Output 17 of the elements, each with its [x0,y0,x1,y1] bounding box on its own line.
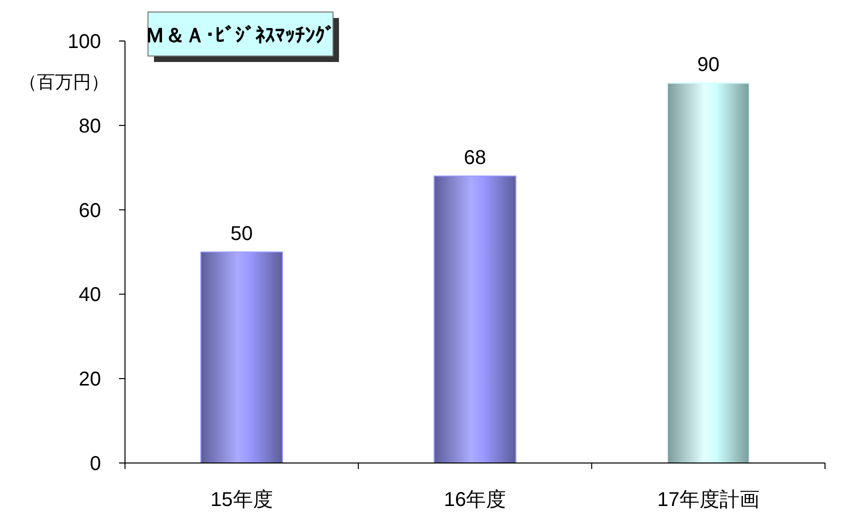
y-tick-label: 60 [78,200,101,222]
y-tick-label: 20 [78,368,101,391]
chart-title: Ｍ＆Ａ･ﾋﾞｼﾞﾈｽﾏｯﾁﾝｸﾞ [145,24,335,47]
x-tick-label: 16年度 [444,489,506,511]
x-tick-label: 17年度計画 [657,489,760,511]
y-tick-label: 100 [68,31,101,53]
y-axis-title: （百万円） [19,72,109,92]
bar [434,176,516,464]
y-tick-label: 40 [78,284,101,306]
data-label: 50 [230,223,253,245]
bar [667,82,750,464]
y-tick-label: 80 [78,115,101,138]
bar [200,252,283,464]
data-label: 68 [464,147,486,170]
x-tick-label: 15年度 [210,489,273,511]
y-tick-label: 0 [90,453,101,475]
data-label: 90 [697,54,720,76]
